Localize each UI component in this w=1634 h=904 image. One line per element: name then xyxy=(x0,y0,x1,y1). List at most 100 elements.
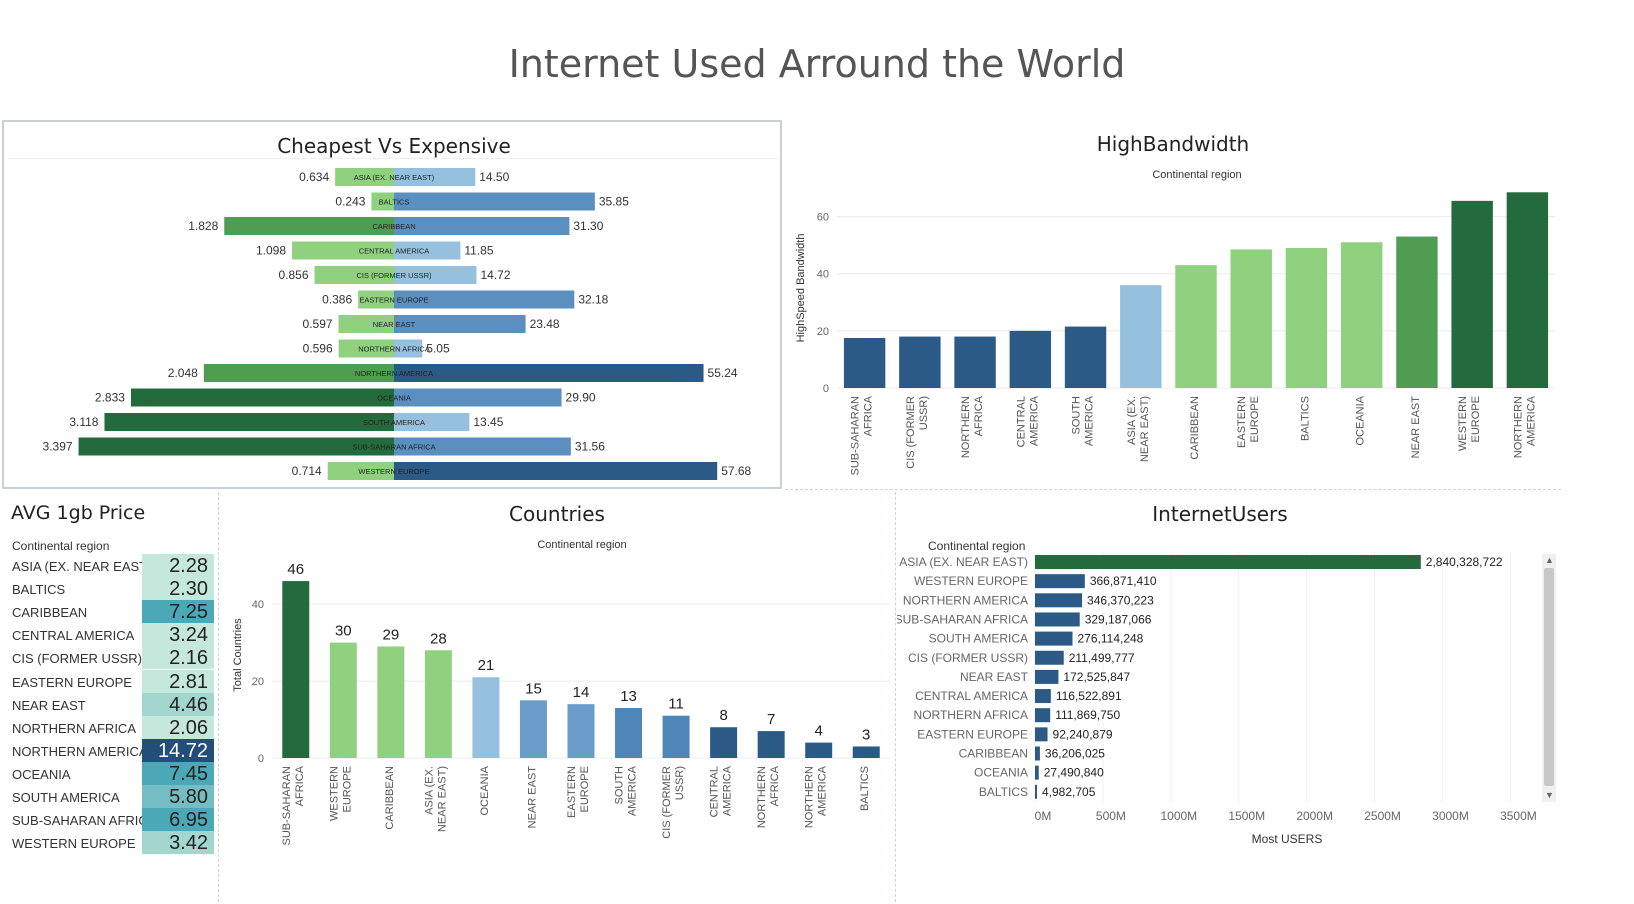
region-label: BALTICS xyxy=(379,198,410,207)
users-bar xyxy=(1035,708,1051,723)
users-value-label: 276,114,248 xyxy=(1078,632,1144,646)
region-label: CENTRAL AMERICA xyxy=(359,247,430,256)
users-value-label: 92,240,879 xyxy=(1053,727,1113,741)
expensive-bar xyxy=(394,168,476,186)
users-bar xyxy=(1035,727,1048,742)
x-axis-label: Most USERS xyxy=(1252,832,1323,846)
cheap-bar xyxy=(335,168,394,186)
bandwidth-bar xyxy=(1285,248,1328,388)
x-tick-label: 2000M xyxy=(1296,809,1333,823)
y-axis-label: Total Countries xyxy=(232,618,244,692)
expensive-value-label: 29.90 xyxy=(566,391,596,405)
region-label: NEAR EAST xyxy=(12,697,86,713)
x-tick-label: ASIA (EX. xyxy=(1126,396,1138,445)
x-tick-label: SUB-SAHARAN xyxy=(281,766,293,846)
scroll-up-icon[interactable]: ▲ xyxy=(1545,555,1554,565)
region-label: CENTRAL AMERICA xyxy=(12,628,135,644)
avg-price-panel[interactable]: AVG 1gb Price Continental region ASIA (E… xyxy=(0,492,216,902)
scroll-down-icon[interactable]: ▼ xyxy=(1545,790,1554,800)
x-tick-label: WESTERN xyxy=(328,766,340,821)
y-tick-label: 0 xyxy=(258,753,264,765)
region-label: EASTERN EUROPE xyxy=(917,727,1028,741)
users-value-label: 329,187,066 xyxy=(1085,612,1152,626)
region-label: NEAR EAST xyxy=(373,320,416,329)
cheap-value-label: 0.243 xyxy=(335,195,365,209)
region-label: NORTHERN AFRICA xyxy=(914,708,1028,722)
cheap-value-label: 0.596 xyxy=(303,342,333,356)
expensive-bar xyxy=(394,364,704,382)
bandwidth-bar xyxy=(1175,265,1217,388)
x-tick-label: BALTICS xyxy=(859,766,871,811)
cheap-bar xyxy=(78,437,395,456)
heatmap-row: BALTICS 2.30 xyxy=(0,577,222,601)
users-bar xyxy=(1035,574,1085,589)
cheap-value-label: 0.856 xyxy=(278,268,308,282)
internet-users-panel[interactable]: InternetUsers Continental region 0M 500M 1… xyxy=(897,492,1561,902)
scrollbar[interactable]: ▲ ▼ xyxy=(1542,554,1556,802)
heatmap-row: NORTHERN AMERICA 14.72 xyxy=(0,738,222,763)
expensive-bar xyxy=(394,192,595,211)
expensive-value-label: 23.48 xyxy=(530,317,560,331)
cheap-bar xyxy=(224,217,394,235)
avg-price-header: Continental region xyxy=(12,539,110,553)
x-tick-label: AMERICA xyxy=(627,765,639,816)
expensive-bar xyxy=(394,413,470,431)
cheap-value-label: 0.634 xyxy=(299,170,329,184)
expensive-bar xyxy=(394,462,718,480)
heatmap-row: WESTERN EUROPE 3.42 xyxy=(0,831,222,855)
cheap-bar xyxy=(338,315,394,333)
x-tick-label: WESTERN xyxy=(1457,396,1469,451)
region-label: NORTHERN AFRICA xyxy=(12,720,136,736)
heatmap-row: CARIBBEAN 7.25 xyxy=(0,600,222,624)
x-tick-label: NEAR EAST) xyxy=(1139,396,1151,462)
bar-value-label: 28 xyxy=(430,630,447,647)
x-tick-label: NORTHERN xyxy=(756,766,768,828)
x-tick-label: AFRICA xyxy=(294,765,306,806)
x-tick-label: 1500M xyxy=(1228,809,1265,823)
bar-value-label: 11 xyxy=(668,696,684,713)
bandwidth-bar xyxy=(899,336,941,388)
cheap-value-label: 1.098 xyxy=(256,244,286,258)
users-bar xyxy=(1035,784,1037,799)
country-count-bar xyxy=(805,742,833,758)
country-count-bar xyxy=(662,715,690,758)
users-bar xyxy=(1035,669,1059,684)
x-tick-label: CARIBBEAN xyxy=(1189,396,1201,460)
expensive-bar xyxy=(394,241,461,260)
avg-price-title: AVG 1gb Price xyxy=(11,502,146,524)
x-tick-label: EUROPE xyxy=(1470,396,1482,442)
region-label: CIS (FORMER USSR) xyxy=(357,271,433,280)
bandwidth-bar xyxy=(1064,326,1107,388)
cheapest-vs-expensive-panel[interactable]: Cheapest Vs Expensive 0.634 14.50 ASIA (EX… xyxy=(2,120,782,489)
heatmap-row: CENTRAL AMERICA 3.24 xyxy=(0,623,222,647)
x-tick-label: AMERICA xyxy=(1028,395,1040,446)
bandwidth-bar xyxy=(1396,236,1438,388)
scrollbar-thumb[interactable] xyxy=(1544,568,1554,786)
users-bar xyxy=(1035,555,1421,569)
column-separator xyxy=(895,492,896,902)
cheap-bar xyxy=(371,192,394,211)
users-bar xyxy=(1035,612,1080,627)
bar-value-label: 15 xyxy=(525,680,542,697)
bandwidth-bar xyxy=(1230,249,1272,388)
region-label: OCEANIA xyxy=(974,766,1028,780)
price-cell: 2.28 xyxy=(142,554,214,577)
x-tick-label: AMERICA xyxy=(817,765,829,816)
heatmap-row: OCEANIA 7.45 xyxy=(0,761,222,786)
countries-title: Countries xyxy=(509,502,605,526)
expensive-value-label: 13.45 xyxy=(473,415,503,429)
price-cell: 3.24 xyxy=(142,623,214,647)
price-cell: 14.72 xyxy=(142,738,214,762)
x-tick-label: 2500M xyxy=(1364,809,1401,823)
cheap-bar xyxy=(358,290,394,309)
y-tick-label: 40 xyxy=(252,599,264,611)
region-label: SUB-SAHARAN AFRICA xyxy=(897,612,1028,626)
region-label: NORTHERN AMERICA xyxy=(355,369,433,378)
region-label: SOUTH AMERICA xyxy=(929,632,1028,646)
bar-value-label: 3 xyxy=(862,726,870,743)
high-bandwidth-panel[interactable]: HighBandwidth Continental region 0 20 40 60 H… xyxy=(785,120,1561,488)
cheap-bar xyxy=(314,266,394,284)
countries-panel[interactable]: Countries Continental region 0 20 40 Total C… xyxy=(220,492,894,902)
bandwidth-bar xyxy=(954,336,996,388)
x-tick-label: SOUTH xyxy=(1071,396,1083,435)
